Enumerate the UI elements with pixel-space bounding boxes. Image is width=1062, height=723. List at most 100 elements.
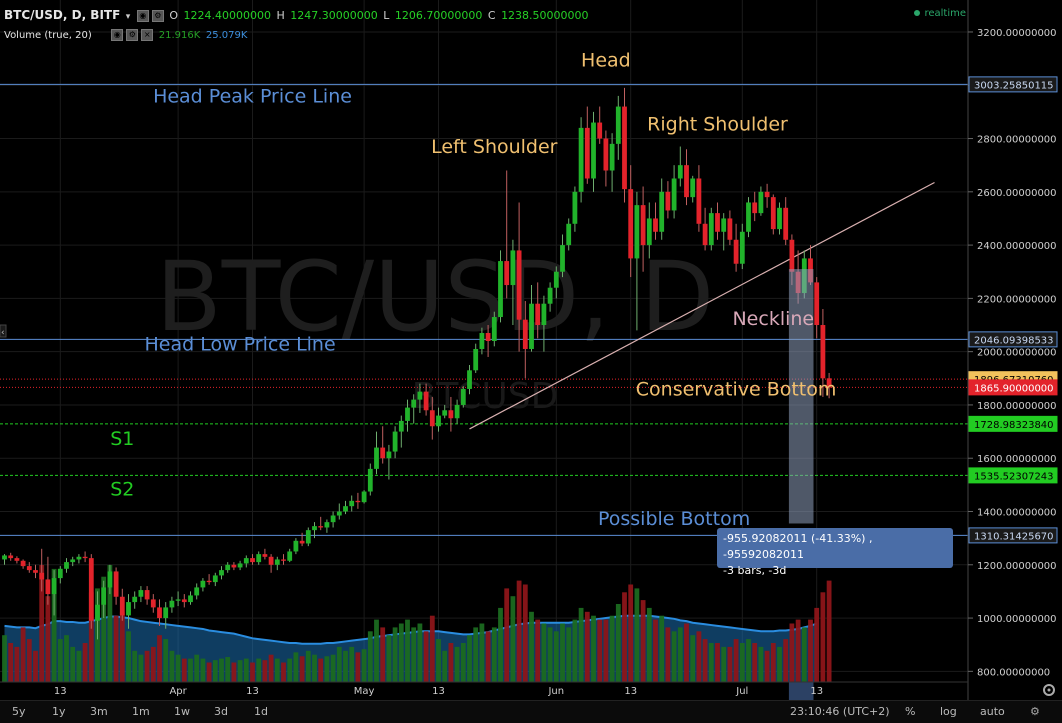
volume-bar [777, 646, 782, 682]
volume-bar [696, 631, 702, 682]
settings-icon-bottom[interactable]: ⚙ [1030, 705, 1040, 718]
candle [126, 602, 131, 616]
volume-bar [231, 662, 237, 682]
candle [764, 191, 770, 198]
measure-box[interactable] [788, 269, 814, 700]
symbol-dropdown-icon[interactable]: ▾ [125, 12, 131, 22]
gear-icon[interactable]: ⚙ [126, 29, 139, 41]
timeframe-5y[interactable]: 5y [12, 705, 26, 718]
time-tick-label: 13 [810, 686, 823, 697]
candle [690, 178, 696, 198]
auto-toggle[interactable]: auto [980, 705, 1005, 718]
volume-bar [436, 639, 441, 682]
volume-bar [758, 646, 764, 682]
log-toggle[interactable]: log [940, 705, 957, 718]
annotation-label[interactable]: Right Shoulder [647, 114, 788, 136]
candle [733, 239, 739, 264]
neckline-trendline[interactable] [469, 181, 935, 430]
realtime-indicator: realtime [914, 8, 966, 19]
volume-bar [535, 619, 541, 682]
clock[interactable]: 23:10:46 (UTC+2) [790, 705, 890, 718]
volume-bar [485, 631, 491, 682]
measure-tooltip: -955.92082011 (-41.33%) , -95592082011 -… [717, 528, 953, 577]
candle [144, 590, 150, 600]
symbol-label[interactable]: BTC/USD, D, BITF [4, 8, 121, 22]
annotation-label[interactable]: Head Low Price Line [145, 333, 336, 355]
timeframe-1w[interactable]: 1w [174, 705, 190, 718]
candle [206, 580, 212, 583]
candle [8, 555, 14, 559]
volume-bar [64, 635, 69, 682]
volume-indicator-label[interactable]: Volume (true, 20) [4, 30, 92, 41]
candle [566, 223, 572, 246]
eye-icon[interactable]: ◉ [136, 10, 149, 22]
annotation-label[interactable]: S2 [110, 479, 134, 501]
candle [163, 607, 169, 619]
price-axis-background[interactable] [968, 0, 1062, 700]
close-label: C [487, 9, 496, 22]
volume-bar [801, 627, 807, 682]
timeframe-1m[interactable]: 1m [132, 705, 150, 718]
candle [448, 410, 454, 419]
annotation-label[interactable]: Head [581, 50, 631, 72]
annotation-label[interactable]: Conservative Bottom [636, 379, 837, 401]
candle [268, 556, 274, 565]
annotation-label[interactable]: Left Shoulder [431, 136, 558, 158]
high-value: 1247.30000000 [290, 9, 378, 22]
time-tick-label: Apr [169, 686, 187, 697]
timeframe-1d[interactable]: 1d [254, 705, 268, 718]
candle [460, 388, 466, 405]
price-label-box [968, 415, 1058, 432]
volume-bar [746, 639, 751, 682]
candle [442, 410, 448, 416]
candle [597, 122, 603, 139]
price-axis[interactable]: 800.00000000 1000.00000000 1200.00000000 14… [968, 28, 1057, 678]
annotations[interactable]: Head Head Peak Price Line Right Shoulder Le… [110, 50, 836, 530]
timeframe-3d[interactable]: 3d [214, 705, 228, 718]
volume-bar [361, 649, 367, 682]
timeframe-1y[interactable]: 1y [52, 705, 66, 718]
annotation-label[interactable]: S1 [110, 428, 134, 450]
timeframe-3m[interactable]: 3m [90, 705, 108, 718]
candles [2, 87, 832, 640]
price-tick-label: 1400.00000000 [977, 508, 1057, 519]
candle [646, 218, 652, 246]
percent-toggle[interactable]: % [905, 705, 916, 718]
close-icon[interactable]: × [141, 29, 154, 41]
candle [250, 558, 255, 563]
measure-rectangle[interactable] [788, 269, 814, 524]
gear-icon[interactable]: ⚙ [151, 10, 164, 22]
volume-bar [107, 565, 113, 682]
candle [454, 404, 460, 419]
candle [119, 596, 125, 616]
volume-bar [88, 592, 94, 682]
high-label: H [276, 9, 285, 22]
volume-bar [491, 627, 497, 682]
eye-icon[interactable]: ◉ [111, 29, 124, 41]
candle [591, 122, 596, 179]
volume-bar [653, 619, 658, 682]
candle [684, 165, 689, 198]
volume-bar [274, 658, 280, 682]
price-tick-label: 2800.00000000 [977, 135, 1057, 146]
volume-bar [330, 654, 336, 682]
candle [380, 447, 386, 459]
annotation-label[interactable]: Neckline [732, 308, 814, 330]
volume-bar [181, 658, 187, 682]
settings-gear-icon[interactable] [1043, 684, 1055, 696]
price-label: 1310.31425670 [974, 531, 1054, 542]
annotation-label[interactable]: Head Peak Price Line [153, 86, 352, 108]
left-scroll-handle[interactable]: ‹ [0, 324, 7, 338]
annotation-label[interactable]: Possible Bottom [598, 508, 750, 530]
candle [702, 223, 708, 246]
volume-bar [560, 623, 565, 682]
volume-bar [33, 650, 38, 682]
volume-bar [752, 643, 758, 682]
volume-bar [795, 619, 801, 682]
volume-bar [702, 639, 708, 682]
measure-tooltip-line2: -3 bars, -3d [723, 564, 787, 577]
candle [640, 205, 646, 246]
time-axis[interactable]: 13 Apr 13 May 13 Jun 13 Jul 13 [54, 686, 823, 697]
neckline-group[interactable] [469, 181, 935, 430]
